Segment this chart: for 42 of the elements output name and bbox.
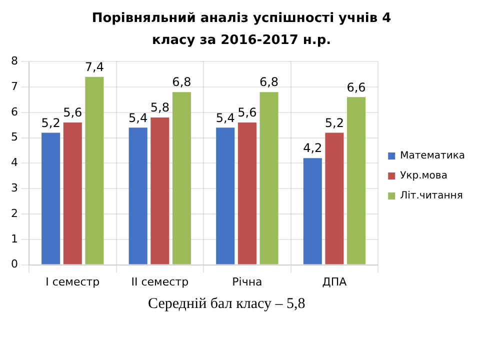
data-label: 5,4 [216, 110, 235, 125]
data-label: 5,8 [150, 100, 170, 115]
y-tick-label: 7 [11, 80, 18, 93]
bar [172, 92, 192, 264]
bar [85, 76, 104, 264]
data-label: 4,2 [303, 141, 322, 156]
y-tick-label: 5 [11, 130, 18, 144]
y-tick-label: 2 [11, 206, 18, 220]
bar [42, 132, 60, 264]
y-tick-label: 1 [11, 232, 18, 246]
y-tick-label: 3 [11, 181, 18, 194]
bar [303, 158, 322, 264]
legend-label: Укр.мова [400, 170, 448, 182]
data-label: 5,2 [324, 116, 344, 130]
x-tick-label: Річна [232, 275, 262, 288]
bar [128, 128, 148, 264]
y-tick-label: 4 [11, 156, 18, 170]
data-label: 5,6 [63, 106, 82, 120]
y-tick-label: 8 [11, 54, 18, 68]
y-tick-label: 6 [11, 105, 18, 118]
y-tick-label: 0 [11, 258, 18, 271]
bar [238, 122, 256, 264]
x-tick-label: ДПА [322, 275, 348, 288]
legend-label: Літ.читання [400, 190, 463, 202]
bar [260, 92, 278, 264]
data-label: 6,8 [259, 75, 279, 90]
data-label: 5,4 [128, 110, 148, 125]
bar [150, 117, 170, 264]
data-label: 6,8 [172, 75, 192, 90]
data-label: 6,6 [346, 80, 366, 94]
bar [347, 97, 366, 264]
data-label: 5,2 [41, 116, 60, 130]
legend-label: Математика [400, 150, 466, 162]
text: Середній бал класу – 5,8 [147, 296, 306, 313]
chart-title: Порівняльний аналіз успішності учнів 4 класу за 2016-2017 н.р. [90, 10, 392, 50]
bar [325, 132, 344, 264]
data-label: 7,4 [84, 60, 104, 74]
x-tick-label: I семестр [46, 275, 100, 288]
x-tick-label: II семестр [131, 275, 189, 288]
bar [216, 128, 235, 264]
data-label: 5,6 [238, 106, 257, 120]
bar [63, 122, 82, 264]
